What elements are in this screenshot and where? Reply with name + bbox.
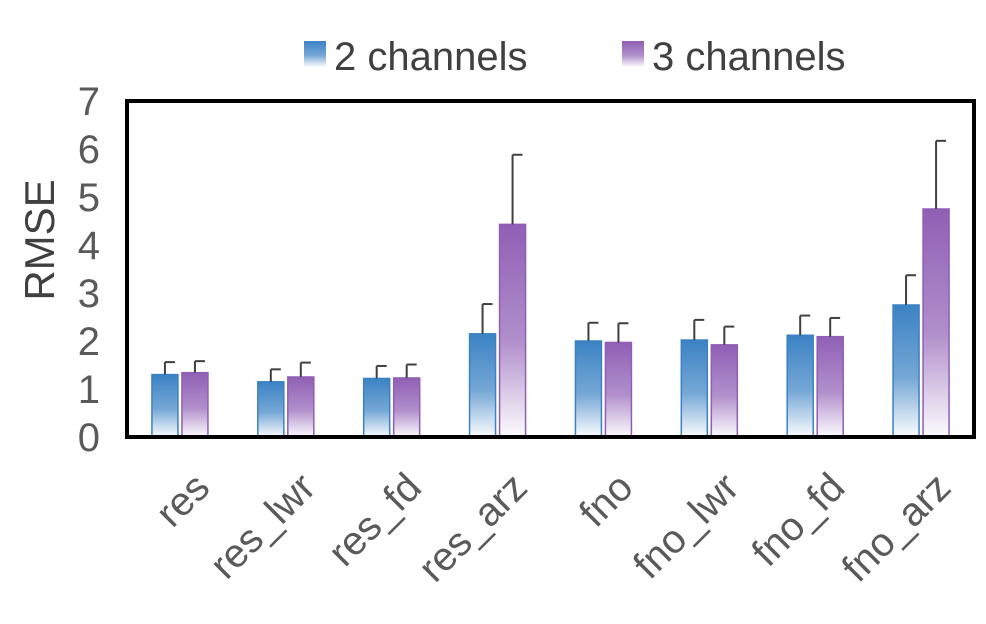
bar-fno_lwr-series-2 (710, 344, 739, 438)
error-bar-res_arz-series-2 (511, 153, 523, 225)
bar-res_fd-series-1 (362, 377, 391, 438)
bar-res_arz-series-1 (468, 333, 497, 438)
legend-label-2-channels: 2 channels (334, 35, 527, 79)
error-bar-fno_lwr-series-1 (693, 318, 705, 341)
y-tick-label-2: 2 (78, 320, 100, 364)
error-bar-res_arz-series-1 (481, 303, 493, 334)
y-axis-title: RMSE (16, 179, 63, 300)
legend-label-3-channels: 3 channels (652, 35, 845, 79)
y-tick-label-1: 1 (78, 368, 100, 412)
error-bars (163, 139, 947, 382)
x-tick-label-fno: fno (571, 465, 641, 535)
legend-swatch-3-channels (622, 41, 644, 67)
y-tick-label-7: 7 (78, 80, 100, 124)
error-bar-fno-series-2 (617, 322, 629, 343)
error-bar-fno_fd-series-1 (799, 314, 811, 336)
y-tick-label-3: 3 (78, 272, 100, 316)
plot-frame (125, 99, 976, 439)
error-bar-res-series-1 (163, 361, 175, 375)
bar-res_lwr-series-2 (287, 376, 315, 438)
bar-fno-series-1 (574, 340, 603, 438)
error-bar-res_fd-series-1 (375, 364, 387, 379)
legend: 2 channels 3 channels (304, 35, 845, 79)
y-tick-label-5: 5 (78, 176, 100, 220)
error-bar-fno_arz-series-2 (935, 139, 947, 209)
error-bar-res_fd-series-2 (405, 363, 417, 378)
error-bar-res_lwr-series-2 (299, 361, 311, 377)
bar-fno_arz-series-2 (922, 208, 950, 438)
error-bar-fno_lwr-series-2 (723, 325, 735, 345)
bar-res_lwr-series-1 (257, 381, 285, 438)
bar-fno-series-2 (604, 341, 633, 438)
bar-fno_fd-series-1 (786, 334, 814, 438)
bar-res_fd-series-2 (392, 377, 421, 438)
x-tick-label-res: res (148, 465, 218, 535)
bar-res-series-2 (181, 371, 209, 438)
error-bar-fno-series-1 (587, 321, 599, 341)
bar-fno_lwr-series-1 (680, 339, 709, 438)
error-bar-res-series-2 (193, 360, 205, 373)
bar-fno_arz-series-1 (892, 304, 920, 438)
x-tick-label-res_lwr: res_lwr (202, 465, 324, 587)
error-bar-fno_fd-series-2 (829, 316, 841, 337)
x-tick-label-fno_lwr: fno_lwr (625, 465, 747, 587)
y-tick-label-4: 4 (78, 224, 100, 268)
bar-res_arz-series-2 (498, 223, 527, 438)
error-bar-res_lwr-series-1 (269, 368, 281, 382)
bar-fno_fd-series-2 (816, 335, 844, 438)
y-tick-label-6: 6 (78, 128, 100, 172)
x-tick-label-fno_arz: fno_arz (834, 465, 959, 590)
bar-res-series-1 (151, 373, 179, 438)
error-bar-fno_arz-series-1 (905, 274, 917, 305)
legend-swatch-2-channels (304, 41, 326, 67)
x-tick-label-res_arz: res_arz (410, 465, 535, 590)
y-tick-label-0: 0 (78, 416, 100, 460)
